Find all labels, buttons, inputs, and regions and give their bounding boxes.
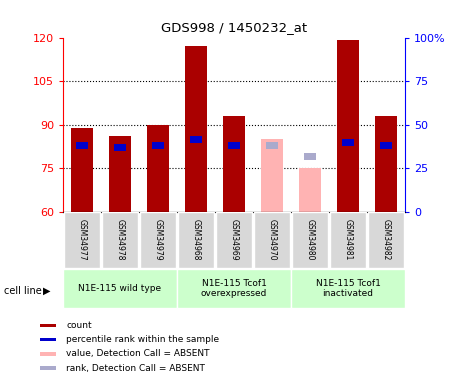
FancyBboxPatch shape [330,213,366,268]
Bar [228,141,240,148]
FancyBboxPatch shape [254,213,290,268]
FancyBboxPatch shape [291,269,405,308]
Bar [299,168,321,212]
Text: GSM34969: GSM34969 [230,219,238,261]
Text: rank, Detection Call = ABSENT: rank, Detection Call = ABSENT [67,364,205,373]
Bar [152,141,164,148]
Bar [374,116,397,212]
FancyBboxPatch shape [368,213,404,268]
Bar [147,125,169,212]
Text: value, Detection Call = ABSENT: value, Detection Call = ABSENT [67,350,210,358]
Text: GSM34978: GSM34978 [116,219,125,261]
Bar [190,136,202,143]
Text: percentile rank within the sample: percentile rank within the sample [67,335,220,344]
Text: GSM34977: GSM34977 [77,219,86,261]
Bar [40,338,56,341]
Bar [184,46,207,212]
FancyBboxPatch shape [63,269,177,308]
Text: N1E-115 wild type: N1E-115 wild type [78,284,162,293]
FancyBboxPatch shape [102,213,138,268]
Text: GSM34970: GSM34970 [267,219,276,261]
Text: cell line: cell line [4,286,42,296]
Bar [304,153,316,160]
FancyBboxPatch shape [177,269,291,308]
Bar [266,141,278,148]
Bar [108,136,131,212]
Bar [76,141,88,148]
Title: GDS998 / 1450232_at: GDS998 / 1450232_at [161,21,307,33]
Text: N1E-115 Tcof1
inactivated: N1E-115 Tcof1 inactivated [315,279,380,298]
FancyBboxPatch shape [292,213,328,268]
Bar [337,40,360,212]
Text: count: count [67,321,92,330]
Text: GSM34968: GSM34968 [192,219,201,261]
FancyBboxPatch shape [216,213,252,268]
FancyBboxPatch shape [64,213,100,268]
Bar [380,141,392,148]
Bar [261,139,284,212]
FancyBboxPatch shape [140,213,176,268]
Text: GSM34979: GSM34979 [153,219,162,261]
Bar [223,116,245,212]
Bar [40,352,56,356]
Text: GSM34981: GSM34981 [343,219,352,261]
FancyBboxPatch shape [178,213,214,268]
Bar [40,366,56,370]
Bar [114,144,126,152]
Bar [40,324,56,327]
Text: N1E-115 Tcof1
overexpressed: N1E-115 Tcof1 overexpressed [201,279,267,298]
Text: GSM34980: GSM34980 [306,219,315,261]
Text: GSM34982: GSM34982 [382,219,391,261]
Bar [71,128,94,212]
Text: ▶: ▶ [43,286,50,296]
Bar [342,139,354,146]
